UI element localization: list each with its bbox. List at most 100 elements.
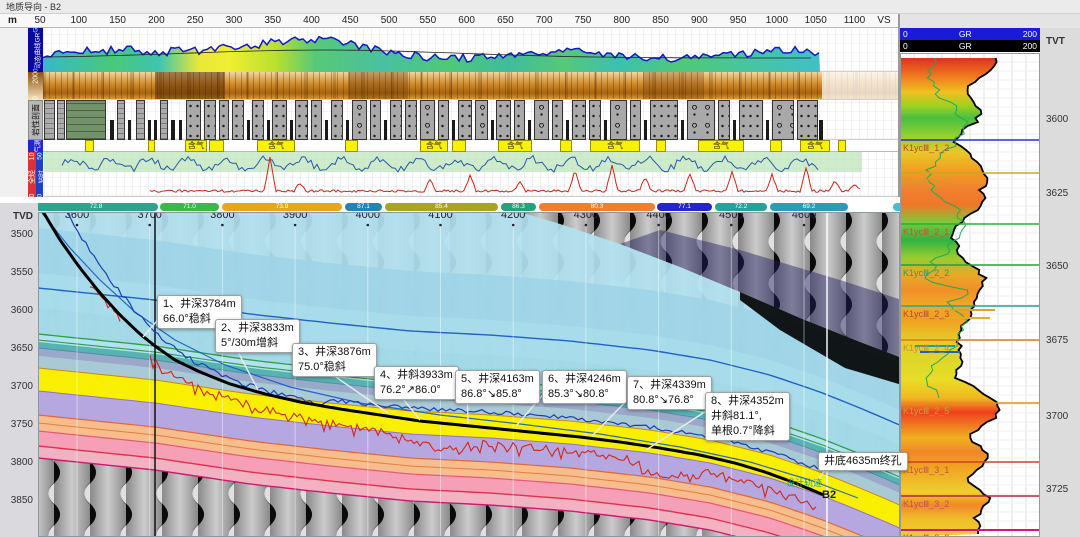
panel-scale1-label: GR xyxy=(958,29,972,39)
lithology-block xyxy=(325,120,328,140)
lithology-block xyxy=(290,120,293,140)
tvt-tick: 3600 xyxy=(1046,114,1069,125)
track-left-gutter xyxy=(0,28,28,203)
ruler-vs-label: VS xyxy=(877,15,891,26)
gr-scale-max: GR 200 xyxy=(32,28,39,33)
panel-scale1-max: 200 xyxy=(1022,29,1037,39)
ruler-tick: 250 xyxy=(186,15,204,26)
section-x-tick: 3700 xyxy=(137,212,161,221)
lithology-block xyxy=(458,100,472,140)
lithology-block xyxy=(589,100,601,140)
hc-track-label: 0 全烃 10 xyxy=(28,152,36,197)
lithology-block xyxy=(66,100,106,140)
lithology-block xyxy=(160,100,168,140)
ruler-tick: 600 xyxy=(458,15,475,26)
cross-section-canvas[interactable]: 3600 3700 3800 3900 4000 4100 4200 4300 4400 4500… xyxy=(38,212,900,537)
lithology-block xyxy=(819,120,823,140)
ruler-unit: m xyxy=(8,15,17,26)
segment-badge: 72.8 xyxy=(34,203,158,211)
lithology-block xyxy=(370,100,381,140)
segment-badge: 87.1 xyxy=(345,203,382,211)
lithology-block xyxy=(154,120,157,140)
segment-badge xyxy=(893,203,904,211)
section-x-tick: 3900 xyxy=(283,212,307,221)
formation-layer-label: K1ycⅢ_2_5 xyxy=(903,406,949,416)
lithology-block xyxy=(534,100,549,140)
type-log-canvas[interactable]: K1ycⅢ_1_2 K1ycⅢ_1_3 K1ycⅢ_2_1 K1ycⅢ_2_2 K1yc… xyxy=(900,53,1040,537)
panel-scale2-min: 0 xyxy=(903,41,908,51)
gr-track-canvas[interactable] xyxy=(43,28,898,72)
tvt-tick: 3675 xyxy=(1046,335,1069,346)
tvd-tick: 3750 xyxy=(10,419,33,430)
lithology-block xyxy=(644,120,647,140)
gas-label-text: 气测 xyxy=(33,140,41,152)
tvt-tick: 3725 xyxy=(1046,484,1069,495)
lithology-block xyxy=(219,100,229,140)
lithology-label-text: 岩性剖面 xyxy=(31,104,40,136)
lithology-track-label: 岩性剖面 xyxy=(28,100,43,140)
formation-layer-label: K1ycⅢ_3_2 xyxy=(903,499,949,509)
ruler-tick: 500 xyxy=(380,15,398,26)
tvd-tick: 3600 xyxy=(10,305,33,316)
section-x-tick: 4300 xyxy=(574,212,598,221)
segment-badge: 86.3 xyxy=(501,203,536,211)
segment-badge: 80.3 xyxy=(539,203,655,211)
gas-zone xyxy=(345,140,358,152)
gap xyxy=(0,197,900,203)
formation-layer-label: K1ycⅢ_2_2 xyxy=(903,268,949,278)
design-trajectory-label: 设计轨迹 xyxy=(786,478,823,488)
gr-track-label: 0 动态曲线GR GR 200 xyxy=(28,28,43,72)
image-empty-zone xyxy=(822,72,898,99)
formation-layer-label: K1ycⅢ_1_2 xyxy=(903,143,949,153)
segment-badge: 77.1 xyxy=(657,203,712,211)
tvd-axis-gutter: TVD 3500 3550 3600 3650 3700 3750 3800 3850 xyxy=(0,203,38,537)
gas-zone xyxy=(838,140,846,152)
curves-track-canvas[interactable] xyxy=(44,152,898,197)
ruler-tick: 1000 xyxy=(765,15,789,26)
tvd-tick: 3700 xyxy=(10,381,33,392)
ruler-tick: 650 xyxy=(497,15,514,26)
gas-track-canvas[interactable]: 含气 含气 含气 含气 含气 含气 含气 xyxy=(43,140,898,152)
lithology-track-canvas[interactable] xyxy=(43,100,898,140)
gr-curve-name: 动态曲线GR xyxy=(33,32,41,69)
panel-divider xyxy=(898,14,900,203)
image-track-canvas[interactable] xyxy=(43,72,898,100)
formation-layer-label: K1ycⅢ_1_3 xyxy=(903,176,949,186)
ruler-tick: 1050 xyxy=(804,15,827,26)
ruler-tick: 900 xyxy=(691,15,708,26)
lithology-block xyxy=(186,100,201,140)
image-track-label: 0 200 xyxy=(28,72,43,100)
lithology-block xyxy=(117,100,125,140)
gr-scalebar-static: 0 GR 200 xyxy=(900,40,1040,52)
ruler-tick: 150 xyxy=(109,15,126,26)
section-x-tick: 4600 xyxy=(792,212,816,221)
tvt-axis-gutter: TVT 3600 3625 3650 3675 3700 3725 xyxy=(1040,28,1080,537)
section-x-tick: 4400 xyxy=(646,212,670,221)
panel-scale2-max: 200 xyxy=(1022,41,1037,51)
vs-ruler[interactable]: m VS 50 100 150 200 250 300 350 400 450 500 550 600… xyxy=(0,14,1080,28)
lithology-block xyxy=(331,100,343,140)
tvt-tick: 3650 xyxy=(1046,261,1069,272)
section-x-tick: 4200 xyxy=(501,212,525,221)
lithology-block xyxy=(514,100,525,140)
lithology-block xyxy=(739,100,763,140)
gas-zone: 含气 xyxy=(185,140,207,152)
ruler-tick: 350 xyxy=(264,15,282,26)
segment-badge: 72.2 xyxy=(715,203,767,211)
lithology-block xyxy=(44,100,55,140)
gas-track-label: 气测 xyxy=(28,140,43,152)
lithology-block xyxy=(733,120,736,140)
lithology-block xyxy=(566,120,569,140)
ruler-tick: 450 xyxy=(341,15,359,26)
lithology-block xyxy=(475,100,488,140)
lithology-block xyxy=(718,100,730,140)
lithology-block xyxy=(384,120,387,140)
tvd-tick: 3800 xyxy=(10,457,33,468)
ruler-tick: 950 xyxy=(729,15,747,26)
lithology-block xyxy=(552,100,563,140)
segment-badge: 71.0 xyxy=(160,203,219,211)
lithology-block xyxy=(604,120,607,140)
lithology-block xyxy=(772,100,794,140)
lithology-block xyxy=(171,120,175,140)
